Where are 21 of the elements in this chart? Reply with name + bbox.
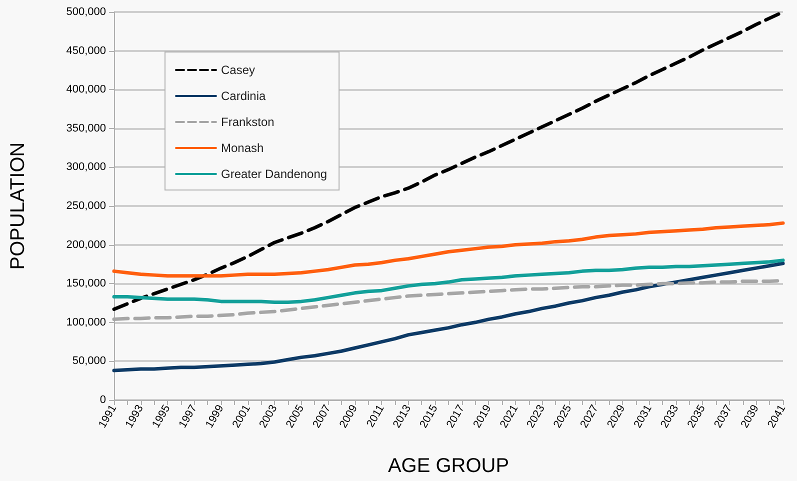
y-tick-label: 200,000 bbox=[66, 238, 106, 251]
line-series bbox=[112, 262, 785, 372]
legend-label: Casey bbox=[221, 63, 256, 77]
y-tick-label: 100,000 bbox=[66, 316, 106, 328]
y-axis-title: POPULATION bbox=[7, 142, 29, 270]
line-series bbox=[112, 258, 785, 304]
y-tick-label: 450,000 bbox=[66, 44, 106, 57]
y-tick-label: 150,000 bbox=[66, 278, 106, 290]
y-tick-label: 50,000 bbox=[72, 355, 106, 368]
y-tick-label: 350,000 bbox=[66, 122, 106, 134]
legend-label: Monash bbox=[221, 141, 264, 155]
y-tick-label: 0 bbox=[100, 394, 106, 406]
y-tick-label: 250,000 bbox=[66, 200, 106, 212]
line-series bbox=[112, 221, 785, 278]
x-axis-title: AGE GROUP bbox=[388, 455, 510, 477]
legend-label: Frankston bbox=[221, 115, 274, 129]
y-tick-label: 500,000 bbox=[66, 6, 106, 18]
y-tick-label: 400,000 bbox=[66, 84, 106, 96]
legend-label: Greater Dandenong bbox=[221, 167, 328, 181]
legend-label: Cardinia bbox=[221, 89, 266, 103]
y-tick-label: 300,000 bbox=[66, 161, 106, 174]
